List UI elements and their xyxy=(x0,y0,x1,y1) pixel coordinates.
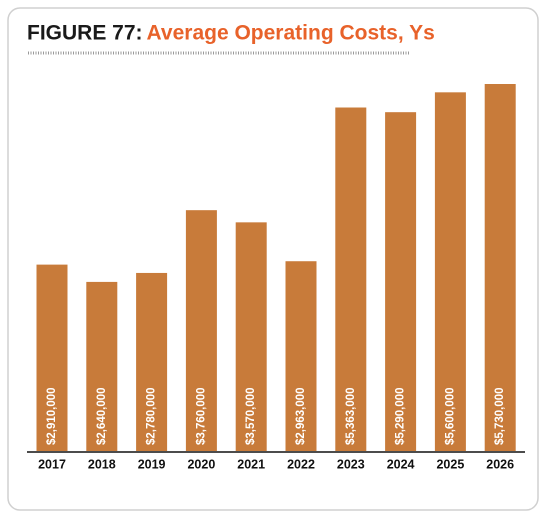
value-label: $2,963,000 xyxy=(295,387,307,445)
x-tick-label: 2026 xyxy=(486,457,514,471)
figure-label: FIGURE 77: xyxy=(27,22,143,45)
bar xyxy=(36,264,68,451)
bar xyxy=(385,112,417,451)
value-label: $5,600,000 xyxy=(444,387,456,445)
bar xyxy=(136,272,168,451)
x-tick-label: 2018 xyxy=(88,457,116,471)
bar xyxy=(86,281,118,451)
value-label: $2,640,000 xyxy=(96,387,108,445)
bar xyxy=(185,210,217,451)
x-tick-label: 2024 xyxy=(387,457,415,471)
x-tick-label: 2019 xyxy=(138,457,166,471)
x-tick-label: 2021 xyxy=(237,457,265,471)
x-tick-label: 2025 xyxy=(436,457,464,471)
value-label: $3,760,000 xyxy=(195,387,207,445)
x-tick-label: 2017 xyxy=(38,457,66,471)
bar xyxy=(484,84,516,451)
x-tick-label: 2022 xyxy=(287,457,315,471)
value-label: $5,730,000 xyxy=(494,387,506,445)
value-label: $5,290,000 xyxy=(395,387,407,445)
value-label: $2,910,000 xyxy=(46,387,58,445)
value-label: $2,780,000 xyxy=(146,387,158,445)
bar xyxy=(235,222,267,451)
x-tick-label: 2020 xyxy=(187,457,215,471)
x-tick-label: 2023 xyxy=(337,457,365,471)
value-label: $3,570,000 xyxy=(245,387,257,445)
bar xyxy=(285,261,317,451)
bar xyxy=(434,92,466,451)
bar xyxy=(335,107,367,452)
chart-title: Average Operating Costs, Ys xyxy=(147,22,435,45)
value-label: $5,363,000 xyxy=(345,387,357,445)
